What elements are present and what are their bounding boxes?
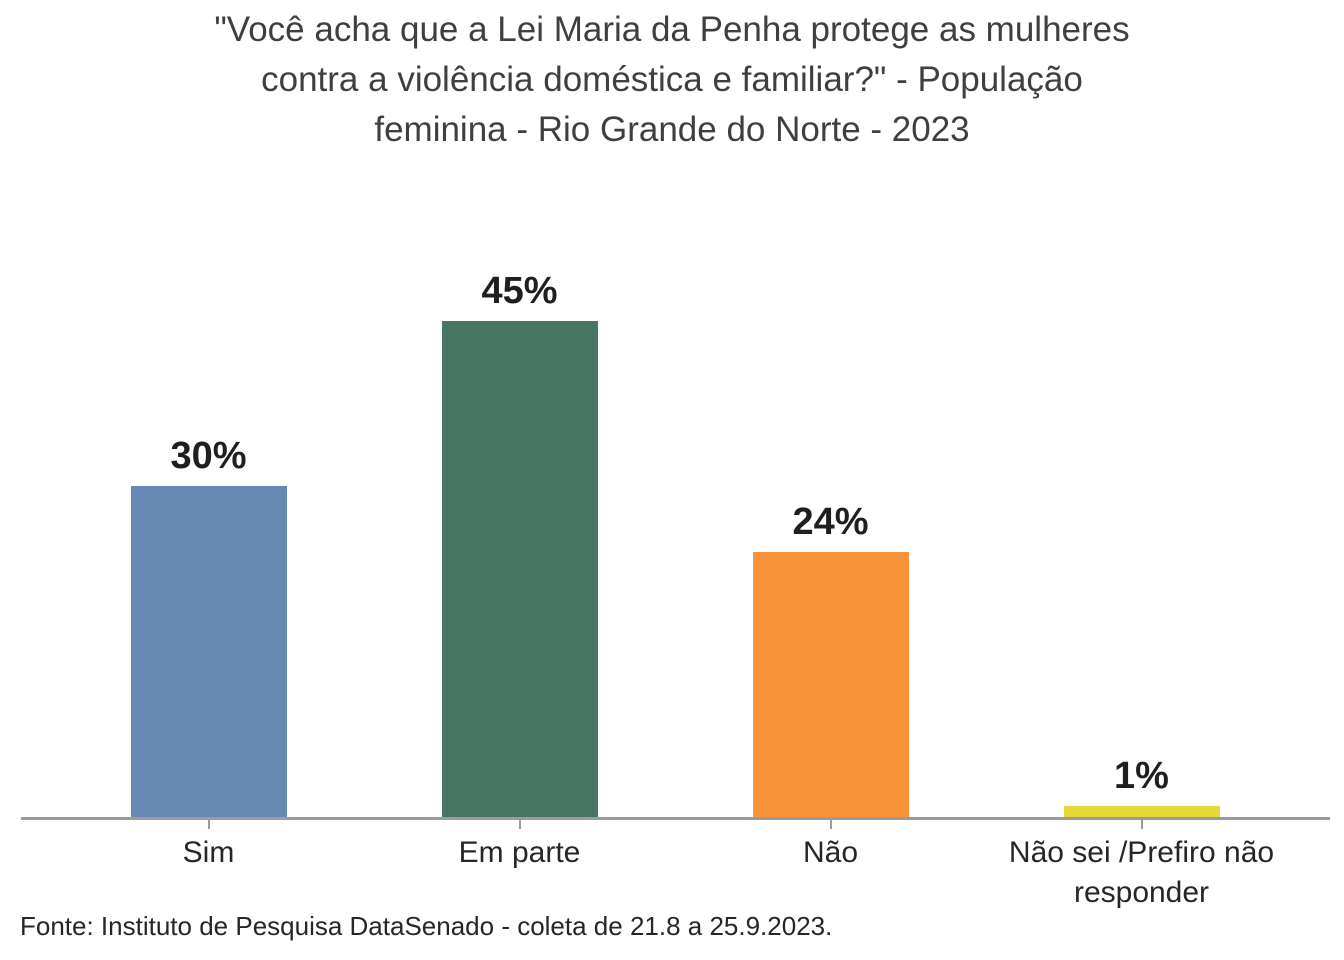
bar-value-label: 1%: [1114, 755, 1169, 797]
x-axis-tick: [518, 820, 521, 829]
chart-title-line-3: feminina - Rio Grande do Norte - 2023: [374, 110, 970, 149]
x-axis-tick: [829, 820, 832, 829]
category-label: Não: [802, 836, 859, 869]
chart-title-line-1: "Você acha que a Lei Maria da Penha prot…: [214, 10, 1130, 49]
x-axis-tick: [207, 820, 210, 829]
bar: [441, 321, 598, 817]
x-axis-tick: [1140, 820, 1143, 829]
category-label: Em parte: [458, 836, 581, 869]
category-label: Não sei /Prefiro não responder: [1008, 836, 1275, 909]
bar-value-label: 30%: [170, 435, 247, 477]
chart-title-line-2: contra a violência doméstica e familiar?…: [261, 60, 1083, 99]
chart-title: "Você acha que a Lei Maria da Penha prot…: [0, 5, 1344, 155]
bar: [752, 552, 909, 817]
bar-value-label: 45%: [481, 270, 558, 312]
source-note: Fonte: Instituto de Pesquisa DataSenado …: [20, 911, 833, 941]
x-axis-line: [21, 817, 1330, 820]
bar: [1063, 806, 1220, 817]
category-label: Sim: [182, 836, 235, 869]
bar: [130, 486, 287, 817]
bar-value-label: 24%: [792, 501, 869, 543]
